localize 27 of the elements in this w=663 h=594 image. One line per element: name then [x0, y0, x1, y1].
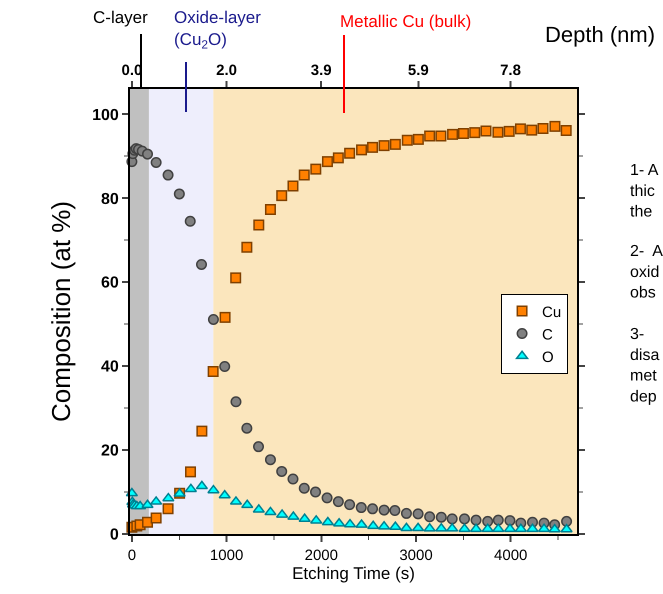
x-axis-title: Etching Time (s)	[292, 564, 415, 583]
y-tick-label: 0	[110, 526, 119, 544]
x-tick-label: 1000	[210, 547, 244, 564]
x2-tick-label: 3.9	[310, 62, 332, 79]
y-tick-label: 40	[101, 358, 119, 376]
x-tick-label: 2000	[304, 547, 338, 564]
text: 2- A oxid obs	[630, 243, 663, 302]
text: C-layer	[93, 8, 148, 27]
y-tick-label: 20	[101, 442, 119, 460]
x2-tick-label: 5.9	[408, 62, 429, 79]
x-tick-label: 3000	[399, 547, 433, 564]
text: 3- disa met dep	[630, 326, 660, 406]
legend-label: C	[542, 326, 554, 344]
x2-tick-label: 7.8	[500, 62, 521, 79]
text: Metallic Cu (bulk)	[340, 12, 472, 31]
x2-tick-label: 2.0	[216, 62, 238, 79]
y-tick-label: 100	[92, 106, 119, 124]
legend-label: Cu	[542, 304, 562, 321]
legend-label: O	[542, 348, 554, 366]
y-tick-label: 80	[101, 190, 119, 208]
x2-axis-title: Depth (nm)	[545, 22, 656, 47]
y-tick-label: 60	[101, 274, 119, 292]
x-tick-label: 4000	[494, 547, 528, 564]
text: Oxide-layer (Cu$_{2}$O)	[174, 8, 262, 52]
y-axis-title: Composition (at %)	[46, 200, 76, 422]
text: 1- A thic the	[630, 162, 659, 221]
x-tick-label: 0	[128, 547, 136, 564]
